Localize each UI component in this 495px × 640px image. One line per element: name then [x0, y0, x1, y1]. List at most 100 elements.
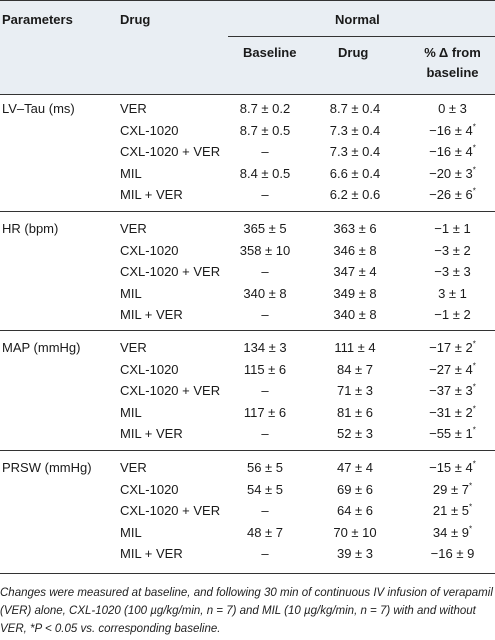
pct-change-value: −15 ± 4* — [410, 459, 495, 476]
pct-change-value: 34 ± 9* — [410, 524, 495, 541]
significance-marker: * — [472, 143, 476, 153]
drug-value: 47 ± 4 — [336, 460, 374, 475]
drug-name: CXL-1020 — [120, 361, 179, 377]
pct-change-value: 0 ± 3 — [410, 100, 495, 117]
drug-name: CXL-1020 — [120, 242, 179, 258]
pct-change-text: 3 ± 1 — [438, 285, 467, 301]
baseline-value: 8.7 ± 0.5 — [239, 122, 291, 138]
pct-change-text: −17 ± 2 — [429, 340, 473, 355]
drug-value: 349 ± 8 — [333, 285, 377, 301]
drug-name: MIL — [120, 165, 142, 181]
pct-change-text: −55 ± 1 — [429, 426, 473, 442]
parameter-label: HR (bpm) — [2, 221, 59, 236]
header-baseline: Baseline — [243, 45, 297, 60]
pct-change-value: −16 ± 9 — [410, 545, 495, 562]
pct-change-value: 3 ± 1 — [410, 285, 495, 302]
drug-name: CXL-1020 + VER — [120, 383, 221, 399]
baseline-value: – — [261, 426, 269, 442]
pct-change-value: −20 ± 3* — [410, 165, 495, 182]
baseline-value: – — [261, 503, 269, 519]
header-parameters: Parameters — [2, 12, 73, 27]
baseline-value: 54 ± 5 — [246, 481, 284, 497]
header-drug-value: Drug — [338, 45, 369, 60]
pct-change-text: −1 ± 1 — [434, 221, 471, 236]
group-divider — [0, 330, 495, 331]
baseline-value: 56 ± 5 — [246, 460, 284, 475]
pct-change-value: −16 ± 4* — [410, 122, 495, 139]
drug-value: 363 ± 6 — [333, 221, 377, 236]
drug-name: VER — [120, 221, 147, 236]
drug-name: VER — [120, 460, 147, 475]
pct-change-text: 21 ± 5 — [432, 503, 469, 519]
group-divider — [0, 211, 495, 212]
pct-change-text: 34 ± 9 — [432, 524, 469, 540]
pct-change-text: 0 ± 3 — [438, 101, 467, 116]
drug-value: 81 ± 6 — [336, 404, 374, 420]
pct-change-text: −3 ± 3 — [434, 264, 471, 280]
baseline-value: 115 ± 6 — [243, 361, 287, 377]
drug-name: CXL-1020 + VER — [120, 264, 221, 280]
baseline-value: 358 ± 10 — [239, 242, 291, 258]
drug-value: 347 ± 4 — [333, 264, 377, 280]
drug-value: 70 ± 10 — [333, 524, 377, 540]
drug-value: 340 ± 8 — [333, 307, 377, 323]
drug-name: MIL — [120, 524, 142, 540]
pct-change-text: −3 ± 2 — [434, 242, 471, 258]
baseline-value: 134 ± 3 — [243, 340, 287, 355]
header-pct-change-1: % Δ from — [424, 45, 481, 60]
pct-change-value: −26 ± 6* — [410, 186, 495, 203]
baseline-value: – — [261, 144, 269, 160]
header-normal: Normal — [335, 12, 380, 27]
pct-change-value: 21 ± 5* — [410, 502, 495, 519]
drug-value: 52 ± 3 — [336, 426, 374, 442]
drug-name: VER — [120, 101, 147, 116]
pct-change-value: −1 ± 1 — [410, 220, 495, 237]
drug-value: 64 ± 6 — [336, 503, 374, 519]
header-drug: Drug — [120, 12, 151, 27]
parameter-label: LV–Tau (ms) — [2, 101, 75, 116]
significance-marker: * — [472, 187, 476, 197]
drug-name: VER — [120, 340, 147, 355]
pct-change-text: −27 ± 4 — [429, 361, 473, 377]
header-shade — [0, 0, 495, 94]
drug-value: 8.7 ± 0.4 — [329, 101, 381, 116]
pct-change-value: −27 ± 4* — [410, 361, 495, 378]
pct-change-text: −20 ± 3 — [429, 165, 473, 181]
group-divider — [0, 450, 495, 451]
table-footnote: Changes were measured at baseline, and f… — [0, 587, 493, 635]
pct-change-value: −1 ± 2 — [410, 306, 495, 323]
significance-marker: * — [472, 339, 476, 349]
drug-name: MIL + VER — [120, 546, 183, 562]
significance-marker: * — [472, 426, 476, 436]
pct-change-text: −15 ± 4 — [429, 460, 473, 475]
drug-name: MIL — [120, 285, 142, 301]
bottom-rule — [0, 573, 495, 574]
pct-change-value: −17 ± 2* — [410, 339, 495, 356]
pct-change-value: −37 ± 3* — [410, 382, 495, 399]
drug-name: CXL-1020 + VER — [120, 144, 221, 160]
significance-marker: * — [468, 481, 473, 491]
significance-marker: * — [472, 459, 476, 469]
pct-change-value: −3 ± 3 — [410, 263, 495, 280]
drug-value: 7.3 ± 0.4 — [329, 122, 381, 138]
drug-value: 71 ± 3 — [336, 383, 374, 399]
baseline-value: 117 ± 6 — [243, 404, 287, 420]
parameter-label: MAP (mmHg) — [2, 340, 81, 355]
baseline-value: 8.7 ± 0.2 — [239, 101, 291, 116]
significance-marker: * — [472, 382, 476, 392]
pct-change-text: −1 ± 2 — [434, 307, 471, 323]
pct-change-text: −37 ± 3 — [429, 383, 473, 399]
drug-value: 7.3 ± 0.4 — [329, 144, 381, 160]
pct-change-value: −55 ± 1* — [410, 425, 495, 442]
drug-value: 111 ± 4 — [334, 340, 376, 355]
top-rule — [0, 0, 495, 1]
drug-name: MIL + VER — [120, 426, 183, 442]
drug-name: MIL + VER — [120, 307, 183, 323]
baseline-value: – — [261, 546, 269, 562]
significance-marker: * — [472, 122, 476, 132]
pct-change-text: −16 ± 9 — [430, 546, 475, 562]
drug-name: CXL-1020 — [120, 122, 179, 138]
pct-change-text: −16 ± 4 — [429, 144, 473, 160]
pct-change-text: −16 ± 4 — [429, 122, 473, 138]
pct-change-value: −16 ± 4* — [410, 143, 495, 160]
